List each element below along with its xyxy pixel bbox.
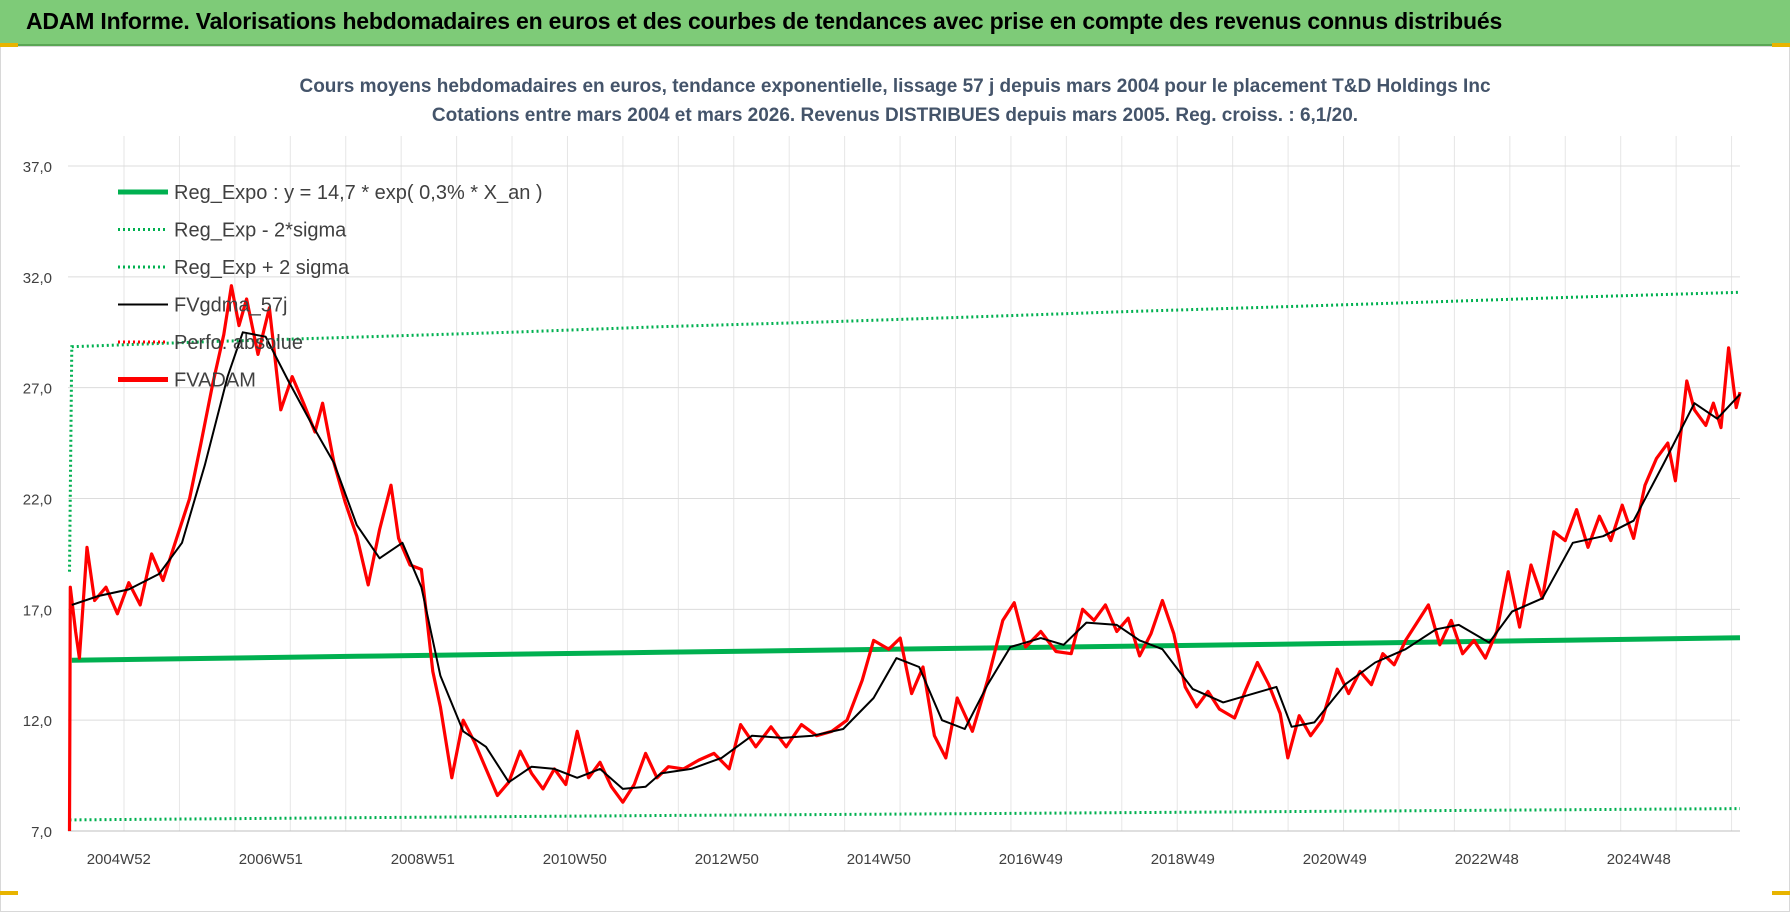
y-tick-label: 32,0 (23, 270, 52, 287)
x-tick-label: 2006W51 (239, 851, 303, 868)
corner-marker (0, 891, 18, 895)
x-tick-label: 2010W50 (543, 851, 607, 868)
y-tick-label: 12,0 (23, 713, 52, 730)
y-tick-label: 27,0 (23, 381, 52, 398)
corner-marker (1772, 43, 1790, 47)
x-tick-label: 2008W51 (391, 851, 455, 868)
x-tick-label: 2004W52 (87, 851, 151, 868)
y-tick-label: 22,0 (23, 492, 52, 509)
x-tick-label: 2020W49 (1303, 851, 1367, 868)
chart-title: Cours moyens hebdomadaires en euros, ten… (299, 76, 1491, 97)
x-tick-label: 2022W48 (1455, 851, 1519, 868)
series-line-5 (67, 284, 1742, 832)
x-tick-label: 2014W50 (847, 851, 911, 868)
legend-label: Reg_Expo : y = 14,7 * exp( 0,3% * X_an ) (174, 182, 543, 204)
corner-marker (1772, 891, 1790, 895)
report-title: ADAM Informe. Valorisations hebdomadaire… (26, 8, 1503, 34)
y-tick-label: 17,0 (23, 602, 52, 619)
legend-label: Reg_Exp - 2*sigma (174, 220, 347, 242)
y-tick-label: 7,0 (31, 824, 52, 841)
series-line-1 (69, 807, 1741, 822)
x-tick-label: 2012W50 (695, 851, 759, 868)
corner-marker (0, 43, 18, 47)
x-tick-label: 2024W48 (1607, 851, 1671, 868)
legend-label: Reg_Exp + 2 sigma (174, 257, 350, 279)
chart-title-block: Cours moyens hebdomadaires en euros, ten… (0, 72, 1790, 130)
legend-label: Perfo. absolue (174, 332, 303, 354)
series-line-3 (71, 331, 1741, 790)
legend-label: FVgdma_57j (174, 295, 287, 317)
series-line-0 (71, 635, 1741, 663)
report-banner: ADAM Informe. Valorisations hebdomadaire… (0, 0, 1790, 46)
x-tick-label: 2018W49 (1151, 851, 1215, 868)
chart-subtitle: Cotations entre mars 2004 et mars 2026. … (431, 105, 1359, 126)
series-line-2 (68, 290, 1741, 572)
x-tick-label: 2016W49 (999, 851, 1063, 868)
legend-label: FVADAM (174, 370, 256, 392)
y-tick-label: 37,0 (23, 159, 52, 176)
